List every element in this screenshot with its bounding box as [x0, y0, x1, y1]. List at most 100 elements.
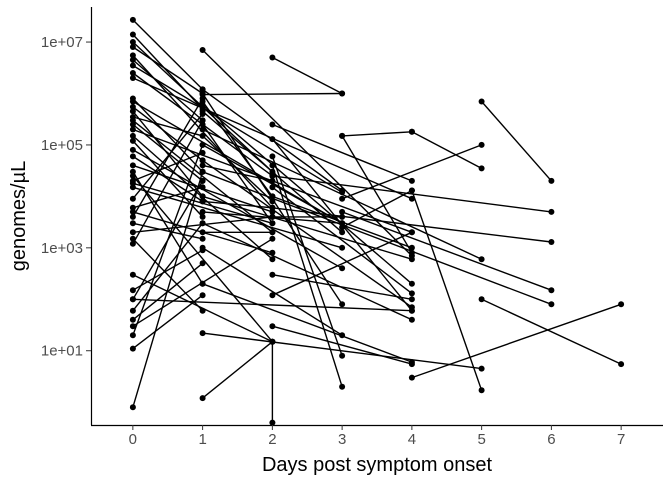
series-line-83 — [341, 189, 413, 229]
data-point-1-0 — [129, 31, 136, 38]
data-point-88-0 — [408, 374, 415, 381]
data-point-83-0 — [339, 224, 346, 231]
x-tick-label: 5 — [477, 431, 485, 448]
data-point-60-0 — [199, 208, 206, 215]
series-line-87 — [411, 190, 483, 391]
data-point-15-0 — [129, 121, 136, 128]
data-point-84-0 — [339, 208, 346, 215]
data-point-73-0 — [269, 121, 276, 128]
data-point-62-1 — [269, 229, 276, 236]
data-point-82-0 — [339, 195, 346, 202]
data-point-43-0 — [129, 345, 136, 352]
data-point-40-0 — [129, 316, 136, 323]
data-point-27-0 — [129, 195, 136, 202]
series-line-44 — [132, 171, 204, 408]
data-point-57-1 — [548, 301, 555, 308]
series-line-90 — [481, 298, 622, 365]
series-line-9 — [132, 98, 204, 173]
data-point-53-1 — [478, 256, 485, 263]
series-line-57 — [202, 171, 552, 305]
data-point-74-0 — [269, 136, 276, 143]
series-line-43 — [132, 294, 204, 350]
data-point-82-1 — [478, 141, 485, 148]
data-point-69-1 — [339, 352, 346, 359]
data-point-85-0 — [339, 132, 346, 139]
series-line-14 — [132, 119, 273, 233]
data-point-8-0 — [129, 75, 136, 81]
data-point-60-1 — [339, 220, 346, 227]
data-point-79-1 — [408, 229, 415, 236]
data-point-75-0 — [269, 271, 276, 278]
data-point-46-1 — [339, 187, 346, 194]
data-point-58-1 — [408, 256, 415, 263]
data-point-90-1 — [618, 361, 625, 368]
data-point-44-0 — [129, 404, 136, 411]
data-point-70-1 — [339, 383, 346, 390]
data-point-3-0 — [129, 44, 136, 50]
data-point-26-1 — [339, 244, 346, 251]
series-line-75 — [272, 274, 413, 300]
series-line-3 — [132, 46, 203, 95]
data-point-4-0 — [129, 52, 136, 59]
series-line-38 — [132, 298, 412, 312]
series-line-70 — [271, 165, 343, 387]
data-point-69-0 — [269, 153, 276, 160]
y-tick-label: 1e+03 — [41, 240, 83, 257]
data-point-65-1 — [478, 365, 485, 372]
x-tick-label: 7 — [617, 431, 625, 448]
data-point-84-1 — [548, 287, 555, 294]
series-line-19 — [132, 149, 343, 269]
series-line-24 — [132, 152, 203, 182]
data-point-48-0 — [199, 91, 206, 98]
data-point-68-0 — [269, 172, 276, 179]
series-line-56 — [202, 164, 273, 182]
series-line-42 — [132, 144, 204, 336]
data-point-47-1 — [339, 301, 346, 308]
series-line-58 — [202, 195, 413, 260]
y-tick-label: 1e+07 — [41, 34, 83, 51]
data-point-37-1 — [199, 177, 206, 184]
y-tick-label: 1e+05 — [41, 137, 83, 154]
data-point-14-0 — [129, 117, 136, 124]
series-line-61 — [202, 222, 413, 321]
series-line-49 — [202, 101, 273, 197]
series-line-48 — [202, 92, 343, 96]
series-line-82 — [341, 144, 482, 200]
data-point-75-1 — [408, 296, 415, 303]
data-point-21-1 — [269, 208, 276, 215]
data-point-17-0 — [129, 132, 136, 139]
data-point-31-0 — [129, 220, 136, 227]
series-line-54 — [202, 144, 343, 224]
data-point-64-0 — [199, 280, 206, 287]
data-point-73-1 — [408, 177, 415, 184]
data-point-53-0 — [199, 126, 206, 133]
data-point-68-1 — [548, 208, 555, 215]
data-point-13-2 — [269, 198, 276, 205]
data-point-77-1 — [269, 338, 276, 345]
data-point-33-0 — [129, 235, 136, 242]
data-point-70-0 — [269, 162, 276, 169]
series-line-34 — [132, 120, 204, 245]
data-point-54-0 — [199, 141, 206, 148]
series-line-81 — [342, 131, 412, 137]
series-line-28 — [132, 186, 203, 209]
data-point-26-0 — [129, 184, 136, 191]
data-point-63-1 — [339, 332, 346, 339]
data-point-28-0 — [129, 204, 136, 211]
data-point-39-0 — [129, 307, 136, 314]
data-point-32-0 — [129, 229, 136, 236]
series-line-89 — [481, 101, 552, 182]
x-tick-label: 0 — [129, 431, 137, 448]
series-line-33 — [132, 238, 204, 312]
data-point-50-1 — [408, 280, 415, 287]
data-point-0-0 — [129, 16, 136, 23]
data-point-61-0 — [199, 220, 206, 227]
series-line-65 — [202, 332, 482, 370]
x-tick-label: 4 — [408, 431, 416, 448]
data-point-63-0 — [199, 244, 206, 251]
data-point-24-1 — [199, 149, 206, 156]
data-point-72-0 — [269, 193, 276, 200]
data-point-23-0 — [129, 172, 136, 179]
data-point-18-0 — [129, 137, 136, 144]
